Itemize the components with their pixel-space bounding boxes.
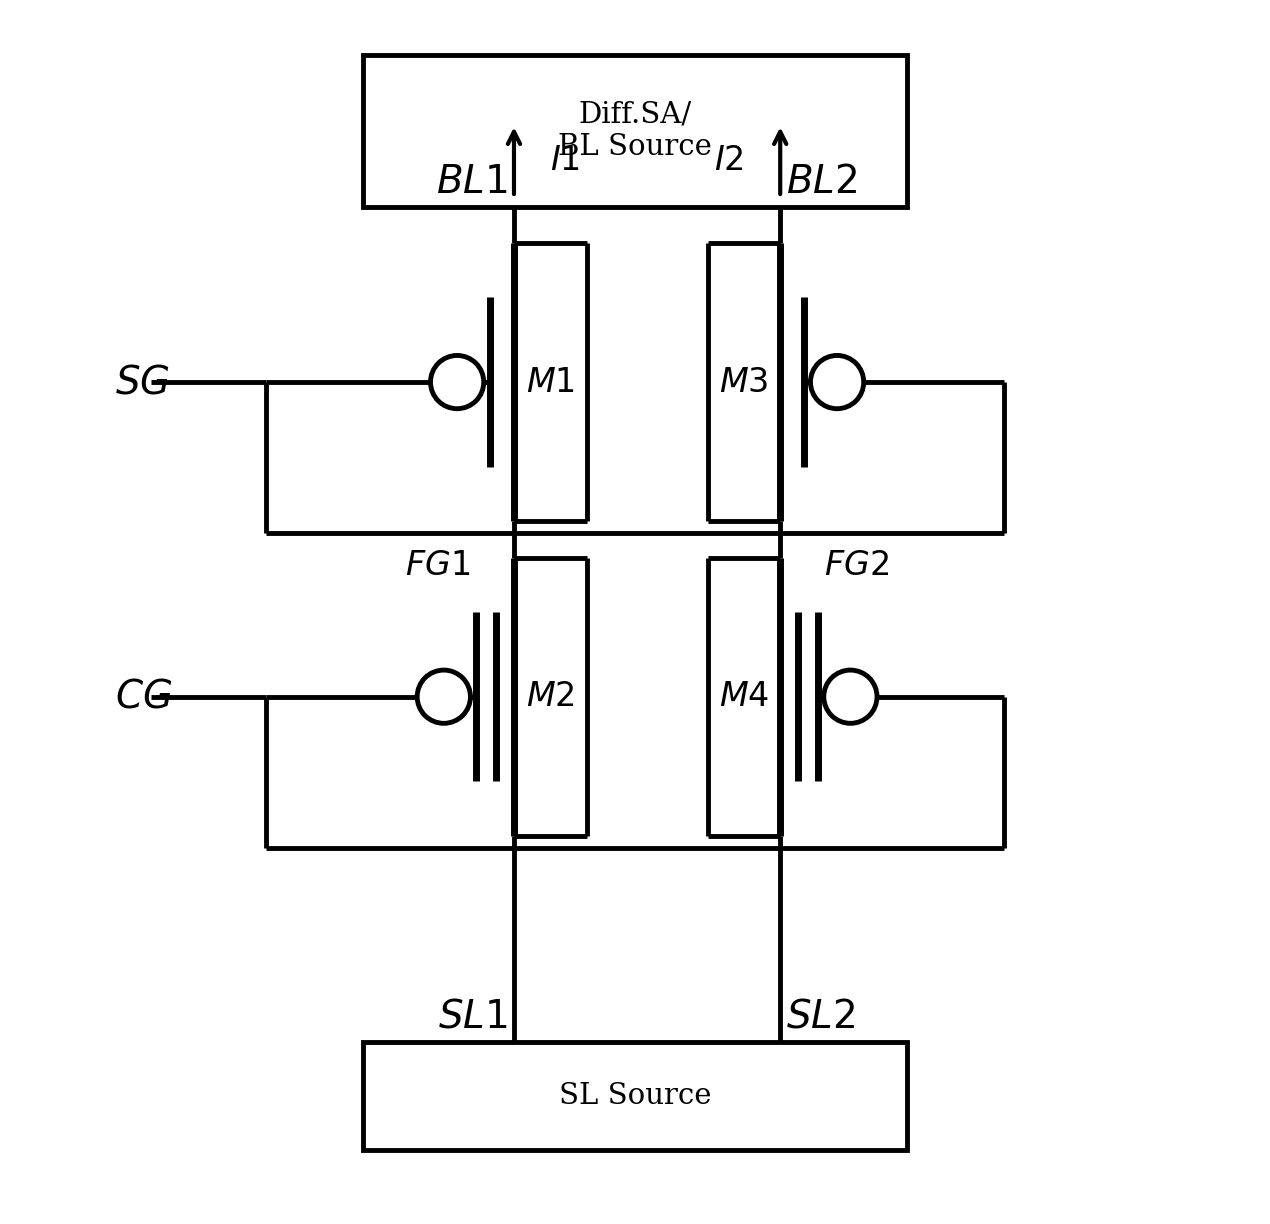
Text: $CG$: $CG$ xyxy=(114,678,171,716)
Text: SL Source: SL Source xyxy=(559,1082,711,1110)
Circle shape xyxy=(417,670,470,723)
Bar xyxy=(363,1042,907,1151)
Bar xyxy=(363,55,907,207)
Text: $FG2$: $FG2$ xyxy=(824,548,889,581)
Circle shape xyxy=(824,670,878,723)
Text: $FG1$: $FG1$ xyxy=(405,548,470,581)
Text: Diff.SA/
BL Source: Diff.SA/ BL Source xyxy=(558,100,712,162)
Text: $SG$: $SG$ xyxy=(114,364,169,401)
Text: $SL1$: $SL1$ xyxy=(438,998,508,1036)
Circle shape xyxy=(810,355,864,409)
Text: $M1$: $M1$ xyxy=(526,366,575,399)
Text: $I1$: $I1$ xyxy=(550,144,580,177)
Text: $M3$: $M3$ xyxy=(719,366,768,399)
Circle shape xyxy=(431,355,484,409)
Text: $BL1$: $BL1$ xyxy=(437,163,508,201)
Text: $SL2$: $SL2$ xyxy=(786,998,856,1036)
Text: $BL2$: $BL2$ xyxy=(786,163,857,201)
Text: $M2$: $M2$ xyxy=(526,681,575,714)
Text: $M4$: $M4$ xyxy=(719,681,770,714)
Text: $I2$: $I2$ xyxy=(714,144,744,177)
